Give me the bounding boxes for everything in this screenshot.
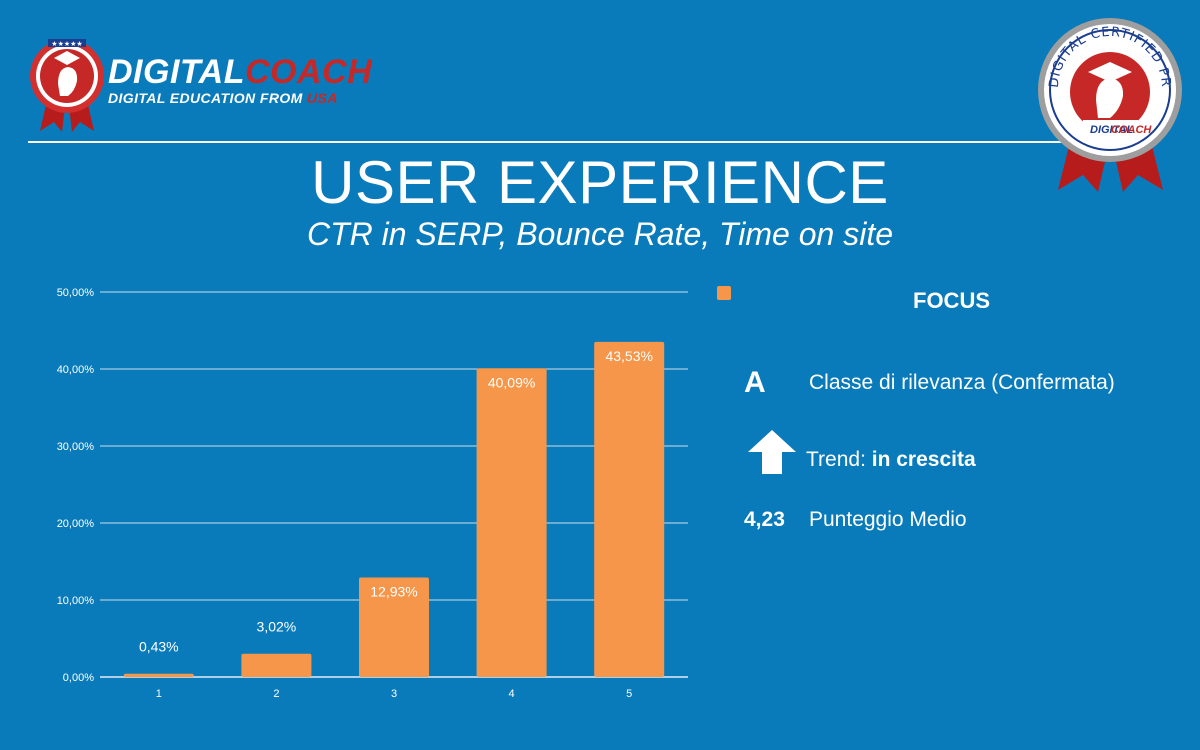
score-row: 4,23 Punteggio Medio — [744, 508, 967, 532]
y-tick-label: 40,00% — [57, 364, 95, 376]
data-label: 12,93% — [370, 583, 417, 599]
x-tick-label: 3 — [391, 688, 397, 700]
data-label: 43,53% — [605, 348, 652, 364]
bar — [476, 368, 547, 677]
logo-tagline-usa: USA — [306, 90, 338, 106]
bar — [241, 653, 312, 677]
x-tick-label: 2 — [273, 688, 279, 700]
y-tick-label: 20,00% — [57, 518, 95, 530]
logo-brand-digital: DIGITAL — [108, 53, 245, 91]
bar — [359, 577, 429, 677]
y-tick-label: 10,00% — [57, 595, 95, 607]
score-label: Punteggio Medio — [809, 508, 967, 531]
bar — [594, 341, 665, 677]
trend-prefix: Trend: — [806, 448, 872, 471]
x-tick-label: 4 — [509, 688, 515, 700]
bar — [123, 673, 194, 677]
grade-value: A — [744, 366, 766, 399]
logo-brand-coach: COACH — [244, 53, 373, 91]
trend-value: in crescita — [871, 448, 976, 471]
data-label: 40,09% — [488, 374, 535, 390]
seal-brand-coach: COACH — [1111, 124, 1152, 136]
data-label: 0,43% — [139, 639, 179, 655]
certified-seal: DIGITAL CERTIFIED PROFESSIONAL DIGITAL C… — [1022, 0, 1193, 195]
digitalcoach-logo: ★★★★★ DIGITALCOACH DIGITAL EDUCATION FRO… — [28, 36, 373, 136]
svg-text:★★★★★: ★★★★★ — [51, 40, 82, 48]
legend-swatch — [717, 286, 731, 300]
y-tick-label: 50,00% — [57, 287, 95, 299]
page-subtitle: CTR in SERP, Bounce Rate, Time on site — [306, 216, 894, 252]
y-tick-label: 0,00% — [63, 672, 94, 684]
seal-brand-digital: DIGITAL — [1090, 124, 1133, 136]
y-tick-label: 30,00% — [57, 441, 95, 453]
arrow-up-icon — [748, 430, 796, 474]
logo-tagline: DIGITAL EDUCATION FROM — [108, 90, 307, 106]
header-divider — [28, 141, 1158, 143]
score-value: 4,23 — [744, 508, 785, 531]
data-label: 3,02% — [257, 619, 297, 635]
grade-label: Classe di rilevanza (Confermata) — [809, 371, 1115, 394]
bar-chart: 0,00% 10,00% 20,00% 30,00% 40,00% 50,00% 0,43%… — [57, 287, 688, 700]
focus-heading: FOCUS — [913, 288, 990, 313]
page-title: USER EXPERIENCE — [311, 149, 889, 216]
grade-row: A Classe di rilevanza (Confermata) — [744, 366, 1115, 400]
x-tick-label: 5 — [626, 688, 632, 700]
x-tick-label: 1 — [156, 688, 162, 700]
logo-badge-icon: ★★★★★ — [30, 39, 104, 132]
trend-row: Trend: in crescita — [746, 428, 976, 476]
